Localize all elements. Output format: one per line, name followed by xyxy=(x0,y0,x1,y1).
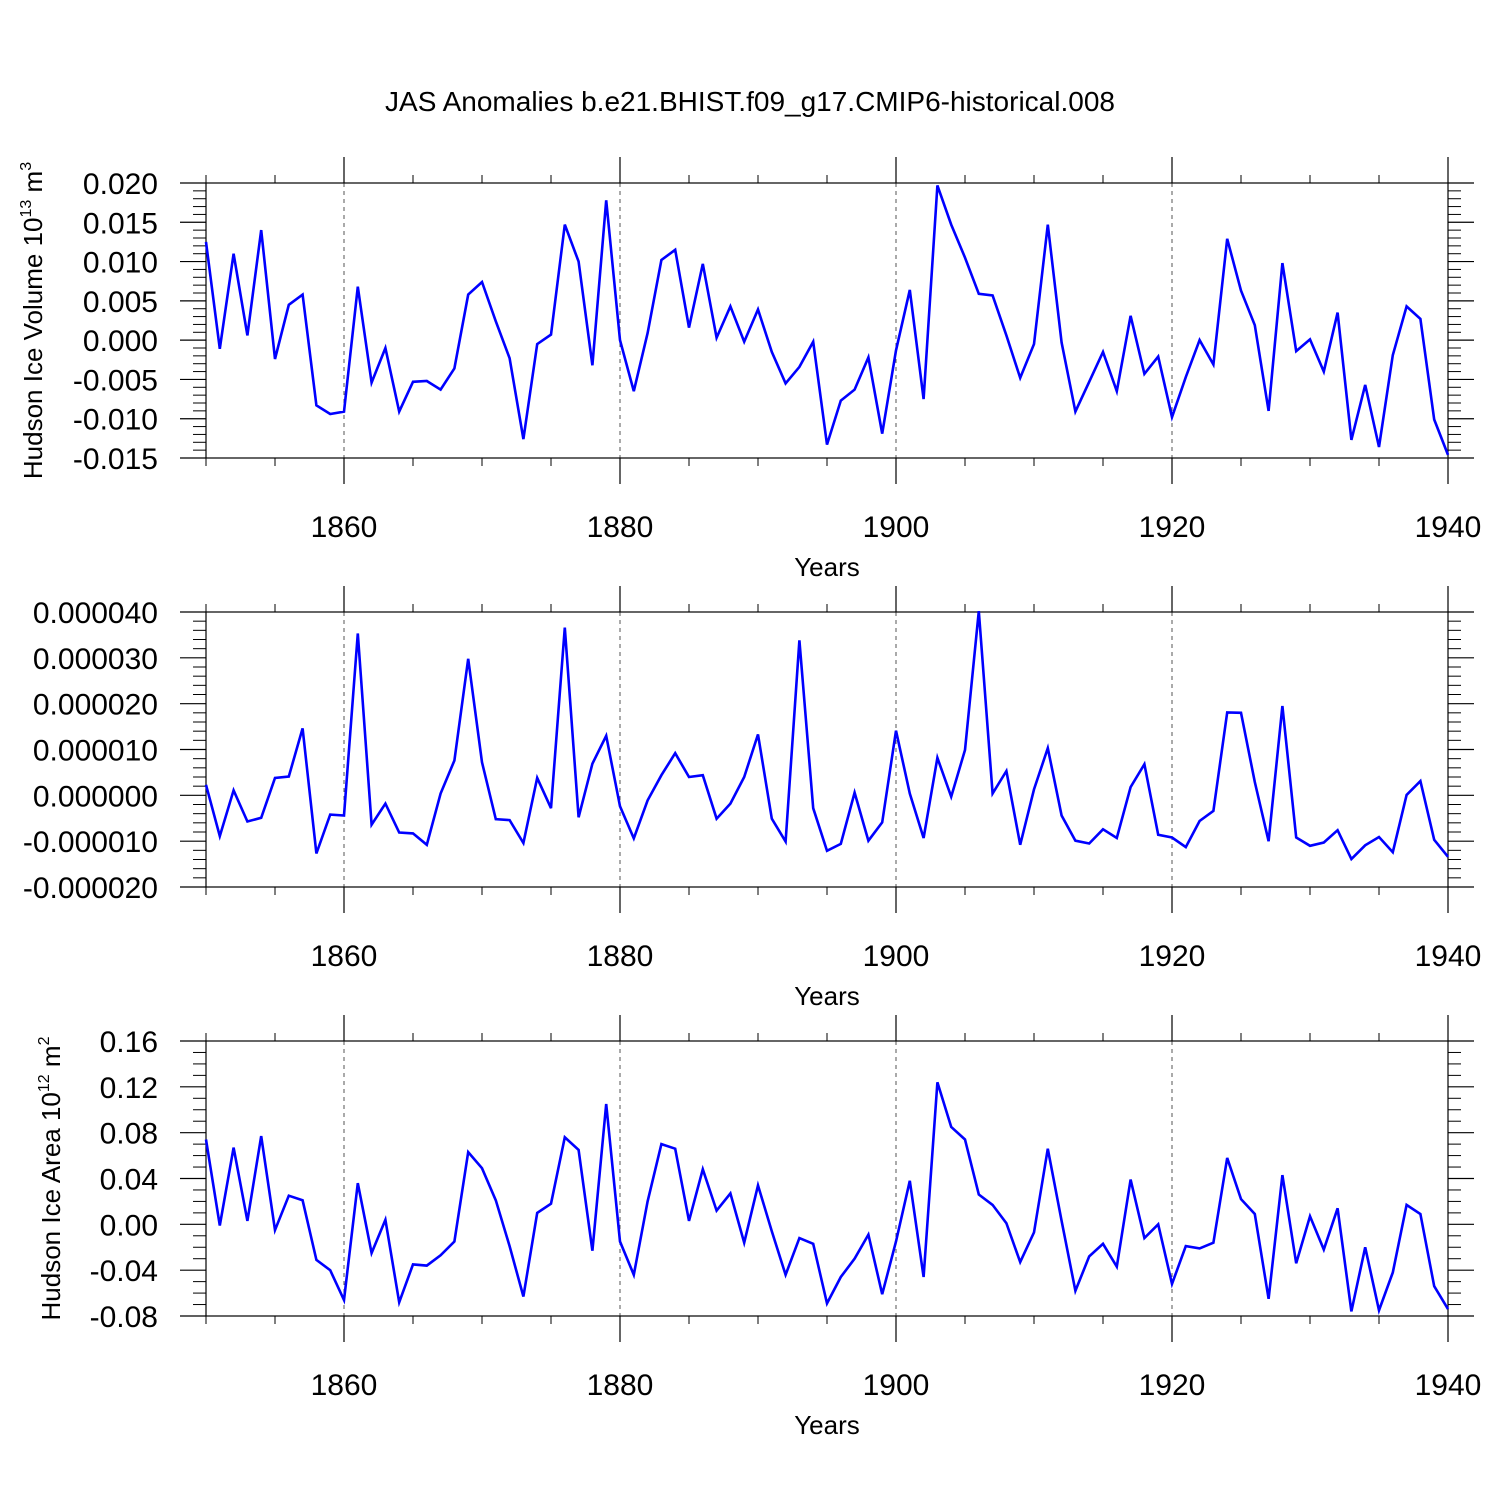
x-tick-label: 1880 xyxy=(587,940,654,973)
y-tick-label: 0.000030 xyxy=(33,643,158,676)
y-tick-label: -0.005 xyxy=(73,364,158,397)
x-ticks xyxy=(205,586,1449,913)
y-ticks xyxy=(180,1040,1474,1317)
area-panel: 1860 1880 1900 1920 1940 Years -0.08 -0.04 0.00 0… xyxy=(36,1015,1481,1440)
y-tick-label: 0.000020 xyxy=(33,689,158,722)
x-tick-label: 1900 xyxy=(863,511,930,544)
y-tick-label: -0.000020 xyxy=(23,872,158,905)
chart-title: JAS Anomalies b.e21.BHIST.f09_g17.CMIP6-… xyxy=(385,86,1115,117)
series-line xyxy=(204,1081,1450,1315)
y-tick-label: -0.08 xyxy=(90,1301,158,1334)
plot-frame xyxy=(205,1040,1449,1317)
x-tick-label: 1920 xyxy=(1139,1369,1206,1402)
y-tick-label: 0.04 xyxy=(100,1164,158,1197)
x-tick-label: 1860 xyxy=(311,940,378,973)
x-tick-label: 1900 xyxy=(863,1369,930,1402)
x-tick-label: 1940 xyxy=(1415,511,1482,544)
y-tick-label: 0.12 xyxy=(100,1072,158,1105)
x-tick-label: 1920 xyxy=(1139,511,1206,544)
x-tick-label: 1900 xyxy=(863,940,930,973)
y-tick-label: 0.000010 xyxy=(33,735,158,768)
x-tick-label: 1860 xyxy=(311,1369,378,1402)
x-ticks xyxy=(205,1015,1449,1342)
y-axis-label: Hudson Ice Volume 1013 m3 xyxy=(18,162,48,479)
x-axis-label: Years xyxy=(794,1410,860,1440)
y-tick-label: 0.000000 xyxy=(33,780,158,813)
x-tick-label: 1880 xyxy=(587,511,654,544)
series-line xyxy=(204,610,1450,862)
plot-frame xyxy=(205,611,1449,888)
y-tick-label: 0.020 xyxy=(83,168,158,201)
x-ticks xyxy=(205,157,1449,484)
y-tick-label: 0.015 xyxy=(83,207,158,240)
volume-panel: 1860 1880 1900 1920 1940 Years -0.015 -0.010 -0.… xyxy=(18,157,1481,582)
y-ticks xyxy=(180,182,1474,459)
x-tick-label: 1940 xyxy=(1415,940,1482,973)
y-tick-label: 0.000040 xyxy=(33,597,158,630)
y-tick-label: 0.00 xyxy=(100,1209,158,1242)
y-axis-label: Hudson Ice Area 1012 m2 xyxy=(36,1036,66,1320)
y-tick-label: 0.08 xyxy=(100,1118,158,1151)
panels: 1860 1880 1900 1920 1940 Years -0.015 -0.010 -0.… xyxy=(18,157,1481,1440)
y-tick-label: -0.010 xyxy=(73,404,158,437)
x-axis-label: Years xyxy=(794,981,860,1011)
x-axis-label: Years xyxy=(794,552,860,582)
x-tick-label: 1920 xyxy=(1139,940,1206,973)
y-tick-label: 0.010 xyxy=(83,247,158,280)
y-tick-label: 0.16 xyxy=(100,1026,158,1059)
middle-panel: 1860 1880 1900 1920 1940 Years -0.000020 -0.000… xyxy=(23,586,1482,1011)
x-tick-label: 1940 xyxy=(1415,1369,1482,1402)
x-tick-label: 1880 xyxy=(587,1369,654,1402)
plot-frame xyxy=(205,182,1449,459)
y-tick-label: -0.04 xyxy=(90,1255,158,1288)
y-tick-label: 0.000 xyxy=(83,325,158,358)
y-tick-label: -0.000010 xyxy=(23,826,158,859)
y-ticks xyxy=(180,611,1474,888)
x-tick-label: 1860 xyxy=(311,511,378,544)
series-line xyxy=(204,184,1450,456)
y-tick-label: 0.005 xyxy=(83,286,158,319)
y-tick-label: -0.015 xyxy=(73,443,158,476)
